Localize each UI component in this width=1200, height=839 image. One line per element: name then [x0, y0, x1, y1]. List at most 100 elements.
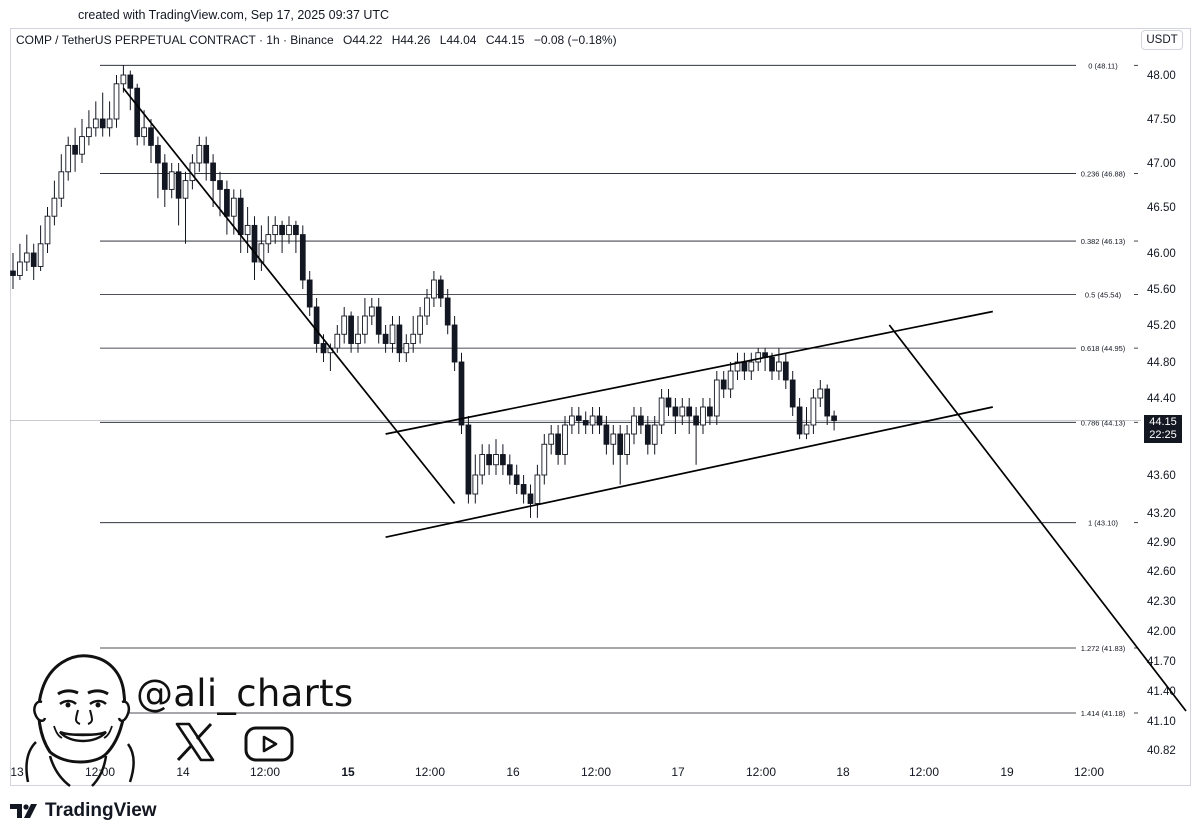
candle-up	[65, 144, 72, 173]
last-price-tag: 44.15 22:25	[1144, 415, 1182, 443]
x-axis-tick-label: 13	[10, 765, 24, 779]
candle-down	[465, 424, 472, 495]
candle-down	[279, 224, 285, 236]
y-axis-tick-label: 47.00	[1147, 158, 1176, 170]
candle-down	[824, 388, 831, 417]
ohlc-close: C44.15	[485, 33, 525, 47]
y-axis-tick-label: 45.60	[1147, 284, 1176, 296]
y-axis-tick-label: 44.80	[1147, 357, 1176, 369]
candle-up	[44, 215, 51, 245]
fib-level-label: 0.382 (46.13)	[1081, 237, 1126, 246]
candle-down	[251, 224, 258, 263]
candle-up	[51, 197, 58, 217]
chart-header: COMP / TetherUS PERPETUAL CONTRACT · 1h …	[16, 33, 623, 47]
candle-down	[513, 474, 520, 485]
candle-up	[362, 315, 368, 335]
candle-up	[493, 454, 499, 466]
channel-lower	[385, 406, 993, 538]
candle-up	[410, 333, 417, 344]
candle-down	[382, 333, 389, 344]
candle-down	[693, 415, 699, 426]
x-axis-tick-label: 16	[506, 765, 520, 779]
candle-up	[562, 424, 568, 455]
candle-up	[713, 379, 720, 417]
candle-up	[417, 315, 423, 335]
chart-frame	[10, 28, 1191, 786]
y-axis-tick-label: 44.40	[1147, 393, 1176, 405]
projection-line	[888, 324, 1187, 712]
candle-down	[444, 297, 451, 326]
y-axis-tick-label: 46.50	[1147, 202, 1176, 214]
candle-down	[203, 144, 210, 164]
candle-down	[596, 415, 603, 426]
candle-up	[86, 127, 92, 138]
candle-down	[831, 415, 837, 421]
candle-up	[803, 424, 810, 435]
candle-up	[355, 333, 361, 344]
y-axis-tick-label: 43.20	[1147, 508, 1176, 520]
candle-down	[527, 493, 534, 504]
candle-up	[92, 118, 99, 129]
candle-down	[148, 127, 154, 146]
candle-down	[127, 74, 134, 89]
symbol-title[interactable]: COMP / TetherUS PERPETUAL CONTRACT · 1h …	[16, 33, 334, 47]
candle-down	[396, 324, 403, 354]
candle-up	[624, 433, 630, 455]
ohlc-high: H44.26	[391, 33, 431, 47]
candle-up	[431, 279, 437, 299]
candle-down	[299, 234, 306, 281]
x-axis-tick-label: 14	[176, 765, 190, 779]
candle-down	[458, 361, 465, 426]
fib-level-label: 0.236 (46.88)	[1081, 170, 1126, 179]
candle-up	[651, 424, 658, 445]
fib-level-label: 1 (43.10)	[1088, 519, 1119, 528]
tradingview-logo[interactable]: TradingView	[10, 800, 157, 822]
candle-up	[541, 443, 548, 476]
y-axis-tick-label: 46.00	[1147, 248, 1176, 260]
currency-button[interactable]: USDT	[1141, 30, 1183, 50]
candle-up	[389, 324, 396, 344]
candle-down	[603, 424, 610, 445]
fib-level-label: 1.414 (41.18)	[1081, 709, 1126, 718]
candle-up	[341, 315, 348, 335]
candle-up	[168, 171, 175, 190]
y-axis-tick-label: 41.10	[1147, 716, 1176, 728]
candle-down	[217, 180, 223, 190]
candle-up	[120, 74, 127, 85]
candle-up	[810, 397, 817, 426]
candle-down	[672, 406, 679, 417]
fib-level-label: 0 (48.11)	[1088, 61, 1118, 70]
y-axis-tick-label: 42.90	[1147, 537, 1176, 549]
candle-up	[424, 297, 430, 317]
fib-level-label: 1.272 (41.83)	[1081, 644, 1126, 653]
candle-down	[210, 162, 216, 182]
candle-up	[403, 343, 410, 354]
candle-down	[796, 406, 803, 435]
y-axis-tick-label: 42.60	[1147, 566, 1176, 578]
candle-up	[334, 333, 341, 349]
candle-down	[582, 420, 589, 426]
y-axis-tick-label: 47.50	[1147, 114, 1176, 126]
candle-up	[817, 388, 824, 399]
candle-up	[244, 224, 251, 236]
candle-up	[472, 474, 479, 495]
candle-down	[437, 279, 444, 299]
candle-up	[658, 397, 665, 426]
candle-up	[734, 361, 741, 372]
candle-up	[17, 261, 23, 276]
bar-countdown: 22:25	[1149, 429, 1177, 441]
candle-down	[665, 397, 672, 408]
x-axis-tick-label: 12:00	[909, 765, 939, 779]
candle-down	[175, 171, 182, 199]
social-handle: @ali_charts	[136, 672, 354, 715]
x-axis-tick-label: 18	[836, 765, 850, 779]
candle-up	[141, 127, 147, 138]
fib-level-label: 0.786 (44.13)	[1081, 418, 1126, 427]
y-axis-tick-label: 41.70	[1147, 656, 1176, 668]
candle-up	[534, 474, 541, 504]
candle-down	[707, 406, 713, 417]
candle-up	[272, 224, 279, 236]
down-trendline	[122, 87, 456, 505]
candle-down	[555, 433, 561, 455]
